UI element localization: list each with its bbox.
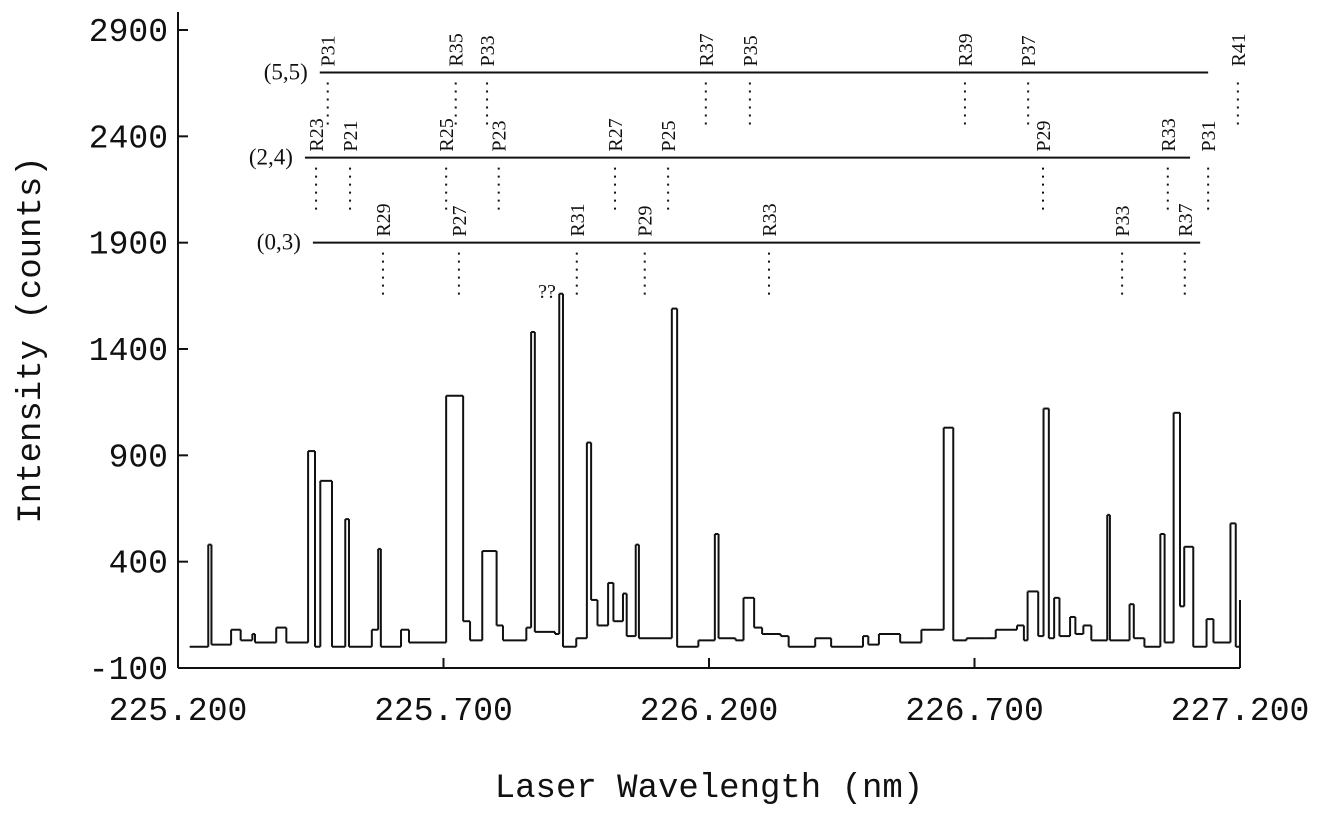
x-tick-label: 225.200 — [109, 693, 248, 730]
y-tick-label: 400 — [109, 546, 168, 583]
line-label: R25 — [436, 118, 458, 151]
band-label: (5,5) — [264, 60, 308, 85]
line-label: R39 — [955, 33, 977, 66]
y-axis-title: Intensity (counts) — [13, 156, 51, 523]
line-label: P29 — [635, 206, 657, 237]
x-axis-title: Laser Wavelength (nm) — [495, 770, 923, 808]
y-tick-label: 1900 — [89, 227, 168, 264]
line-label: P31 — [318, 35, 340, 66]
line-label: R41 — [1228, 33, 1250, 66]
annotation: ?? — [538, 281, 556, 303]
line-label: R37 — [1175, 203, 1197, 236]
line-label: R29 — [373, 203, 395, 236]
y-tick-label: 2900 — [89, 14, 168, 51]
x-tick-label: 225.700 — [374, 693, 513, 730]
line-label: R37 — [696, 33, 718, 66]
x-tick-label: 226.700 — [905, 693, 1044, 730]
line-label: P31 — [1198, 120, 1220, 151]
line-label: P33 — [1112, 206, 1134, 237]
y-tick-label: 1400 — [89, 333, 168, 370]
x-tick-label: 227.200 — [1171, 693, 1310, 730]
line-label: P33 — [477, 35, 499, 66]
line-label: P21 — [340, 120, 362, 151]
line-label: R23 — [306, 118, 328, 151]
y-tick-label: 2400 — [89, 120, 168, 157]
line-label: P29 — [1033, 120, 1055, 151]
line-label: R35 — [446, 33, 468, 66]
y-tick-label: -100 — [89, 652, 168, 689]
line-label: P35 — [740, 35, 762, 66]
band-label: (2,4) — [249, 145, 293, 170]
spectrum-riser — [207, 293, 1237, 647]
line-label: R27 — [605, 118, 627, 151]
line-label: R31 — [567, 203, 589, 236]
y-tick-label: 900 — [109, 439, 168, 476]
line-label: P37 — [1018, 35, 1040, 66]
line-label: R33 — [1158, 118, 1180, 151]
band-label: (0,3) — [257, 230, 301, 255]
line-label: R33 — [759, 203, 781, 236]
x-tick-label: 226.200 — [640, 693, 779, 730]
line-label: P23 — [489, 120, 511, 151]
line-label: P25 — [658, 120, 680, 151]
line-label: P27 — [449, 206, 471, 237]
